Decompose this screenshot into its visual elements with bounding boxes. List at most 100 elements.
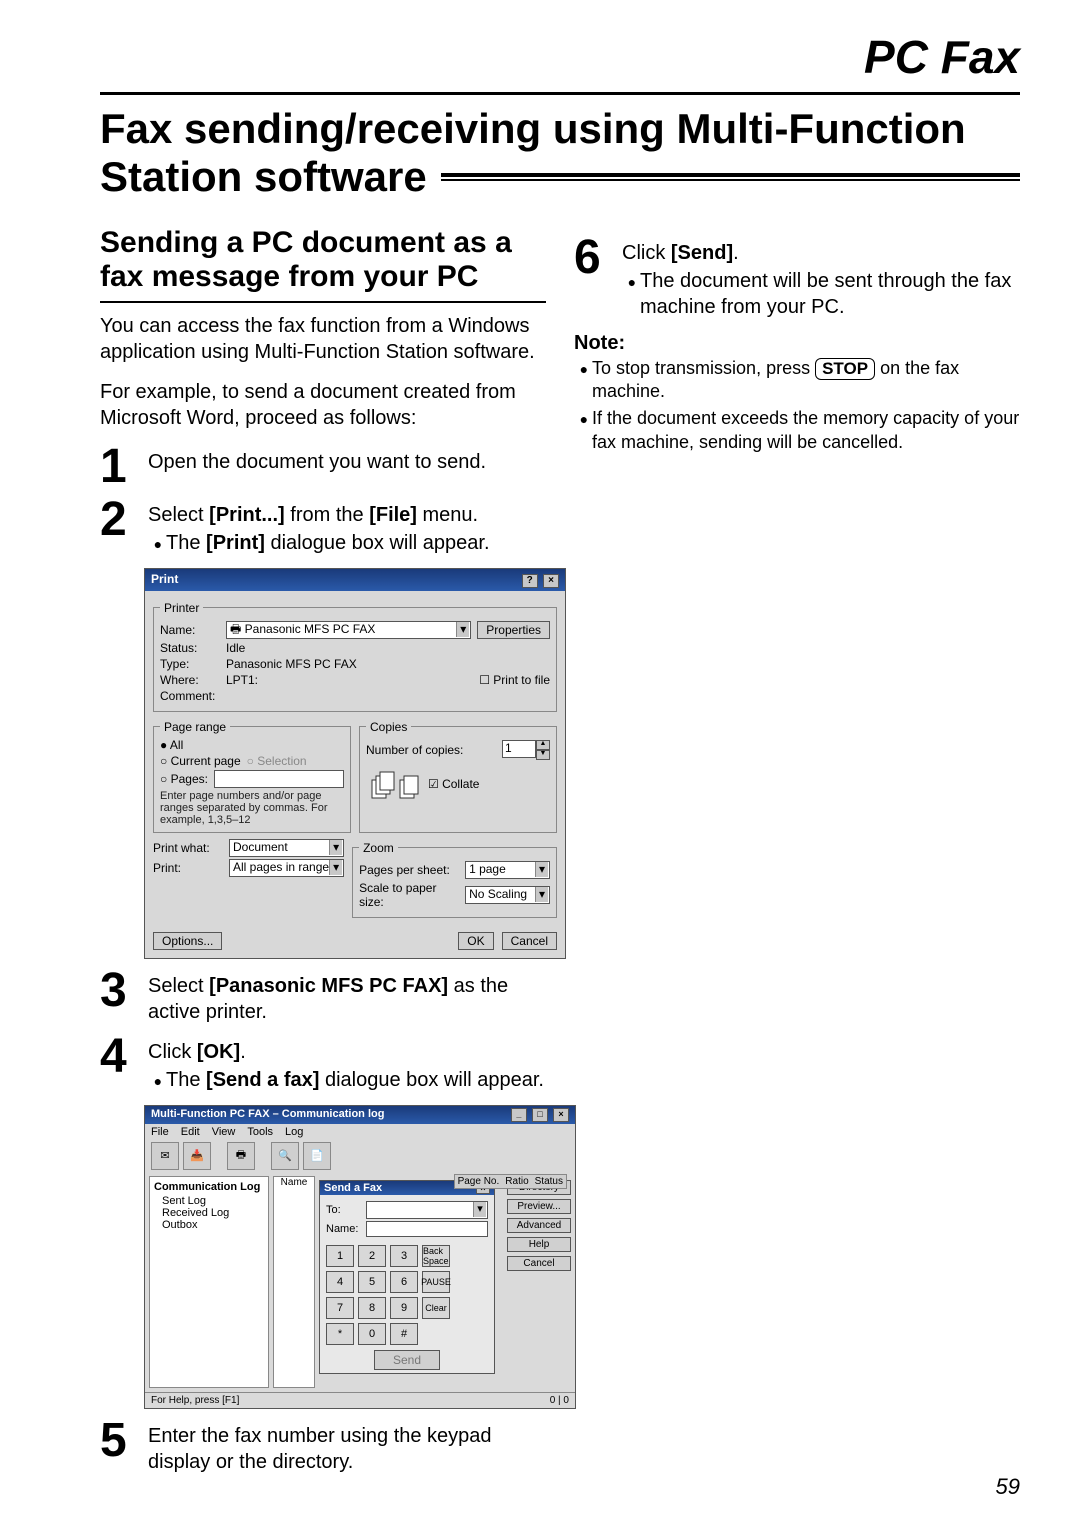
- key-3[interactable]: 3: [390, 1245, 418, 1267]
- to-dropdown[interactable]: [366, 1201, 488, 1219]
- advanced-button[interactable]: Advanced: [507, 1218, 571, 1233]
- radio-current-page[interactable]: Current page: [160, 754, 241, 768]
- print-to-file-checkbox[interactable]: Print to file: [479, 673, 550, 687]
- zoom-group: Zoom Pages per sheet: 1 page Scale to pa…: [352, 841, 557, 918]
- send-fax-titlebar: Multi-Function PC FAX – Communication lo…: [145, 1106, 575, 1124]
- print-label: Print:: [153, 861, 223, 875]
- tool-receive-icon[interactable]: 📥: [183, 1142, 211, 1170]
- options-button[interactable]: Options...: [153, 932, 222, 950]
- tool-send-icon[interactable]: ✉: [151, 1142, 179, 1170]
- type-value: Panasonic MFS PC FAX: [226, 657, 357, 671]
- key-9[interactable]: 9: [390, 1297, 418, 1319]
- help-button[interactable]: Help: [507, 1237, 571, 1252]
- log-name-column: Name: [273, 1176, 315, 1388]
- key-4[interactable]: 4: [326, 1271, 354, 1293]
- page-range-hint: Enter page numbers and/or page ranges se…: [160, 790, 344, 826]
- toolbar: ✉ 📥 🖶 🔍 📄: [145, 1140, 575, 1172]
- step-3: 3 Select [Panasonic MFS PC FAX] as the a…: [100, 969, 546, 1025]
- step-2: 2 Select [Print...] from the [File] menu…: [100, 498, 546, 560]
- printer-group: Printer Name: 🖶 Panasonic MFS PC FAX Pro…: [153, 601, 557, 712]
- pages-input[interactable]: [214, 770, 344, 788]
- print-dialog-help-icon[interactable]: ?: [522, 574, 538, 588]
- send-fax-window-title: Multi-Function PC FAX – Communication lo…: [151, 1108, 384, 1122]
- page-range-group: Page range All Current page Selection Pa…: [153, 720, 351, 833]
- where-value: LPT1:: [226, 673, 473, 687]
- key-2[interactable]: 2: [358, 1245, 386, 1267]
- pages-per-sheet-dropdown[interactable]: 1 page: [465, 861, 550, 879]
- zoom-legend: Zoom: [359, 841, 398, 855]
- side-outbox[interactable]: Outbox: [154, 1219, 264, 1231]
- send-button[interactable]: Send: [374, 1350, 440, 1370]
- radio-pages[interactable]: Pages:: [160, 772, 208, 786]
- page-number: 59: [996, 1474, 1020, 1500]
- status-left: For Help, press [F1]: [151, 1395, 239, 1406]
- print-range-dropdown[interactable]: All pages in range: [229, 859, 344, 877]
- key-6[interactable]: 6: [390, 1271, 418, 1293]
- collate-checkbox[interactable]: Collate: [428, 777, 479, 791]
- step-2-body: Select [Print...] from the [File] menu. …: [148, 498, 490, 560]
- page-title: Fax sending/receiving using Multi-Functi…: [100, 105, 1020, 202]
- status-value: Idle: [226, 641, 245, 655]
- radio-all[interactable]: All: [160, 738, 183, 752]
- step-3-number: 3: [100, 969, 134, 1025]
- key-1[interactable]: 1: [326, 1245, 354, 1267]
- key-backspace[interactable]: Back Space: [422, 1245, 450, 1267]
- preview-button[interactable]: Preview...: [507, 1199, 571, 1214]
- name-label-sf: Name:: [326, 1223, 360, 1235]
- intro-paragraph-1: You can access the fax function from a W…: [100, 313, 546, 365]
- print-what-dropdown[interactable]: Document: [229, 839, 344, 857]
- max-icon[interactable]: □: [532, 1108, 548, 1122]
- tool-page-icon[interactable]: 📄: [303, 1142, 331, 1170]
- tool-print-icon[interactable]: 🖶: [227, 1142, 255, 1170]
- intro-paragraph-2: For example, to send a document created …: [100, 379, 546, 431]
- name-input[interactable]: [366, 1221, 488, 1237]
- send-fax-window: Multi-Function PC FAX – Communication lo…: [144, 1105, 576, 1409]
- step-4-body: Click [OK]. The [Send a fax] dialogue bo…: [148, 1035, 544, 1097]
- cancel-button[interactable]: Cancel: [502, 932, 557, 950]
- key-pause[interactable]: PAUSE: [422, 1271, 450, 1293]
- close-icon[interactable]: ×: [553, 1108, 569, 1122]
- key-0[interactable]: 0: [358, 1323, 386, 1345]
- key-star[interactable]: *: [326, 1323, 354, 1345]
- min-icon[interactable]: _: [511, 1108, 527, 1122]
- printer-group-legend: Printer: [160, 601, 203, 615]
- copies-spinner[interactable]: 1 ▲▼: [502, 740, 550, 760]
- menubar: File Edit View Tools Log: [145, 1124, 575, 1140]
- print-dialog: Print ? × Printer Name: 🖶 Panasonic MFS …: [144, 568, 566, 959]
- menu-file[interactable]: File: [151, 1126, 169, 1138]
- key-hash[interactable]: #: [390, 1323, 418, 1345]
- menu-log[interactable]: Log: [285, 1126, 303, 1138]
- keypad: 1 2 3 Back Space 4 5 6 PAUSE: [326, 1245, 450, 1345]
- side-sent[interactable]: Sent Log: [154, 1195, 264, 1207]
- step-1-body: Open the document you want to send.: [148, 445, 486, 488]
- stop-key: STOP: [815, 358, 875, 380]
- send-a-fax-title: Send a Fax: [324, 1182, 382, 1194]
- step-6-number: 6: [574, 236, 608, 324]
- step-5: 5 Enter the fax number using the keypad …: [100, 1419, 546, 1475]
- num-copies-label: Number of copies:: [366, 743, 496, 757]
- cancel-button-sf[interactable]: Cancel: [507, 1256, 571, 1271]
- radio-selection: Selection: [247, 754, 307, 768]
- side-received[interactable]: Received Log: [154, 1207, 264, 1219]
- key-5[interactable]: 5: [358, 1271, 386, 1293]
- key-clear[interactable]: Clear: [422, 1297, 450, 1319]
- properties-button[interactable]: Properties: [477, 621, 550, 639]
- menu-tools[interactable]: Tools: [247, 1126, 273, 1138]
- menu-view[interactable]: View: [212, 1126, 236, 1138]
- status-bar: For Help, press [F1] 0 | 0: [145, 1392, 575, 1408]
- right-button-stack: Directory Preview... Advanced Help Cance…: [507, 1180, 571, 1374]
- key-7[interactable]: 7: [326, 1297, 354, 1319]
- menu-edit[interactable]: Edit: [181, 1126, 200, 1138]
- print-dialog-close-icon[interactable]: ×: [543, 574, 559, 588]
- print-dialog-title: Print: [151, 572, 178, 588]
- step-6-body: Click [Send]. The document will be sent …: [622, 236, 1020, 324]
- comment-label: Comment:: [160, 689, 220, 703]
- tool-zoom-icon[interactable]: 🔍: [271, 1142, 299, 1170]
- note-1: To stop transmission, press STOP on the …: [592, 357, 1020, 404]
- ok-button[interactable]: OK: [458, 932, 493, 950]
- scale-dropdown[interactable]: No Scaling: [465, 886, 550, 904]
- side-tree: Communication Log Sent Log Received Log …: [149, 1176, 269, 1388]
- printer-name-dropdown[interactable]: 🖶 Panasonic MFS PC FAX: [226, 621, 471, 639]
- key-8[interactable]: 8: [358, 1297, 386, 1319]
- type-label: Type:: [160, 657, 220, 671]
